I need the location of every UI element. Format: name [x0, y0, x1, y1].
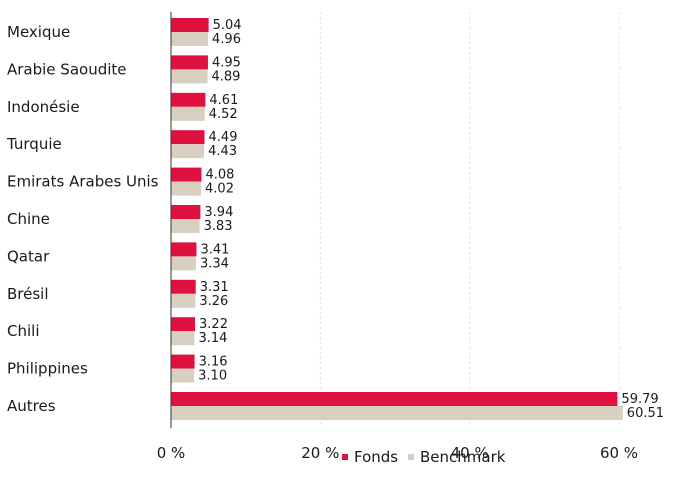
bar-benchmark [171, 32, 209, 46]
bar-fonds [171, 18, 209, 32]
bar-benchmark [171, 256, 196, 271]
value-label: 4.02 [205, 182, 234, 197]
value-label: 3.41 [200, 242, 229, 257]
value-label: 3.16 [199, 355, 228, 370]
category-label: Indonésie [7, 98, 80, 116]
value-label: 3.34 [200, 256, 229, 271]
value-label: 4.08 [205, 168, 234, 183]
value-label: 59.79 [621, 392, 658, 407]
value-label: 3.10 [198, 369, 227, 384]
value-label: 3.94 [204, 205, 233, 220]
bar-fonds [171, 392, 618, 406]
value-label: 4.43 [208, 144, 237, 159]
value-label: 4.96 [212, 32, 241, 47]
bar-fonds [171, 130, 205, 145]
value-label: 4.95 [212, 55, 241, 70]
bar-fonds [171, 167, 202, 182]
value-label: 3.14 [198, 331, 227, 346]
legend-swatch-fonds [342, 454, 348, 460]
bar-benchmark [171, 331, 195, 346]
category-label: Philippines [7, 360, 88, 378]
bar-benchmark [171, 406, 623, 420]
bar-benchmark [171, 69, 208, 84]
x-tick-label: 20 % [301, 444, 339, 462]
value-label: 5.04 [213, 18, 242, 33]
category-label: Chili [7, 322, 39, 340]
legend-label-fonds: Fonds [354, 448, 398, 466]
bar-fonds [171, 92, 206, 107]
legend-swatch-benchmark [408, 454, 414, 460]
value-label: 60.51 [627, 406, 664, 421]
x-tick-label: 40 % [451, 444, 489, 462]
bar-benchmark [171, 106, 205, 121]
category-label: Turquie [6, 135, 62, 153]
bar-benchmark [171, 219, 200, 233]
value-label: 3.31 [200, 280, 229, 295]
value-label: 4.52 [209, 107, 238, 122]
legend-label-benchmark: Benchmark [420, 448, 506, 466]
category-label: Emirats Arabes Unis [7, 173, 159, 191]
value-label: 4.49 [209, 130, 238, 145]
bar-fonds [171, 205, 201, 219]
category-label: Chine [7, 210, 50, 228]
bar-fonds [171, 242, 197, 257]
x-tick-label: 0 % [157, 444, 186, 462]
value-label: 4.89 [212, 69, 241, 84]
bar-fonds [171, 354, 195, 369]
bar-benchmark [171, 144, 205, 159]
value-label: 4.61 [209, 93, 238, 108]
category-label: Mexique [7, 23, 70, 41]
category-label: Arabie Saoudite [7, 60, 127, 78]
bar-benchmark [171, 181, 202, 196]
value-label: 3.26 [199, 294, 228, 309]
x-tick-label: 60 % [600, 444, 638, 462]
category-label: Autres [7, 397, 56, 415]
bar-benchmark [171, 293, 196, 308]
bar-benchmark [171, 368, 195, 383]
bar-fonds [171, 55, 208, 70]
value-label: 3.22 [199, 317, 228, 332]
bar-fonds [171, 279, 196, 294]
category-label: Qatar [7, 247, 50, 265]
bar-fonds [171, 317, 196, 332]
category-label: Brésil [7, 285, 49, 303]
value-label: 3.83 [204, 219, 233, 234]
